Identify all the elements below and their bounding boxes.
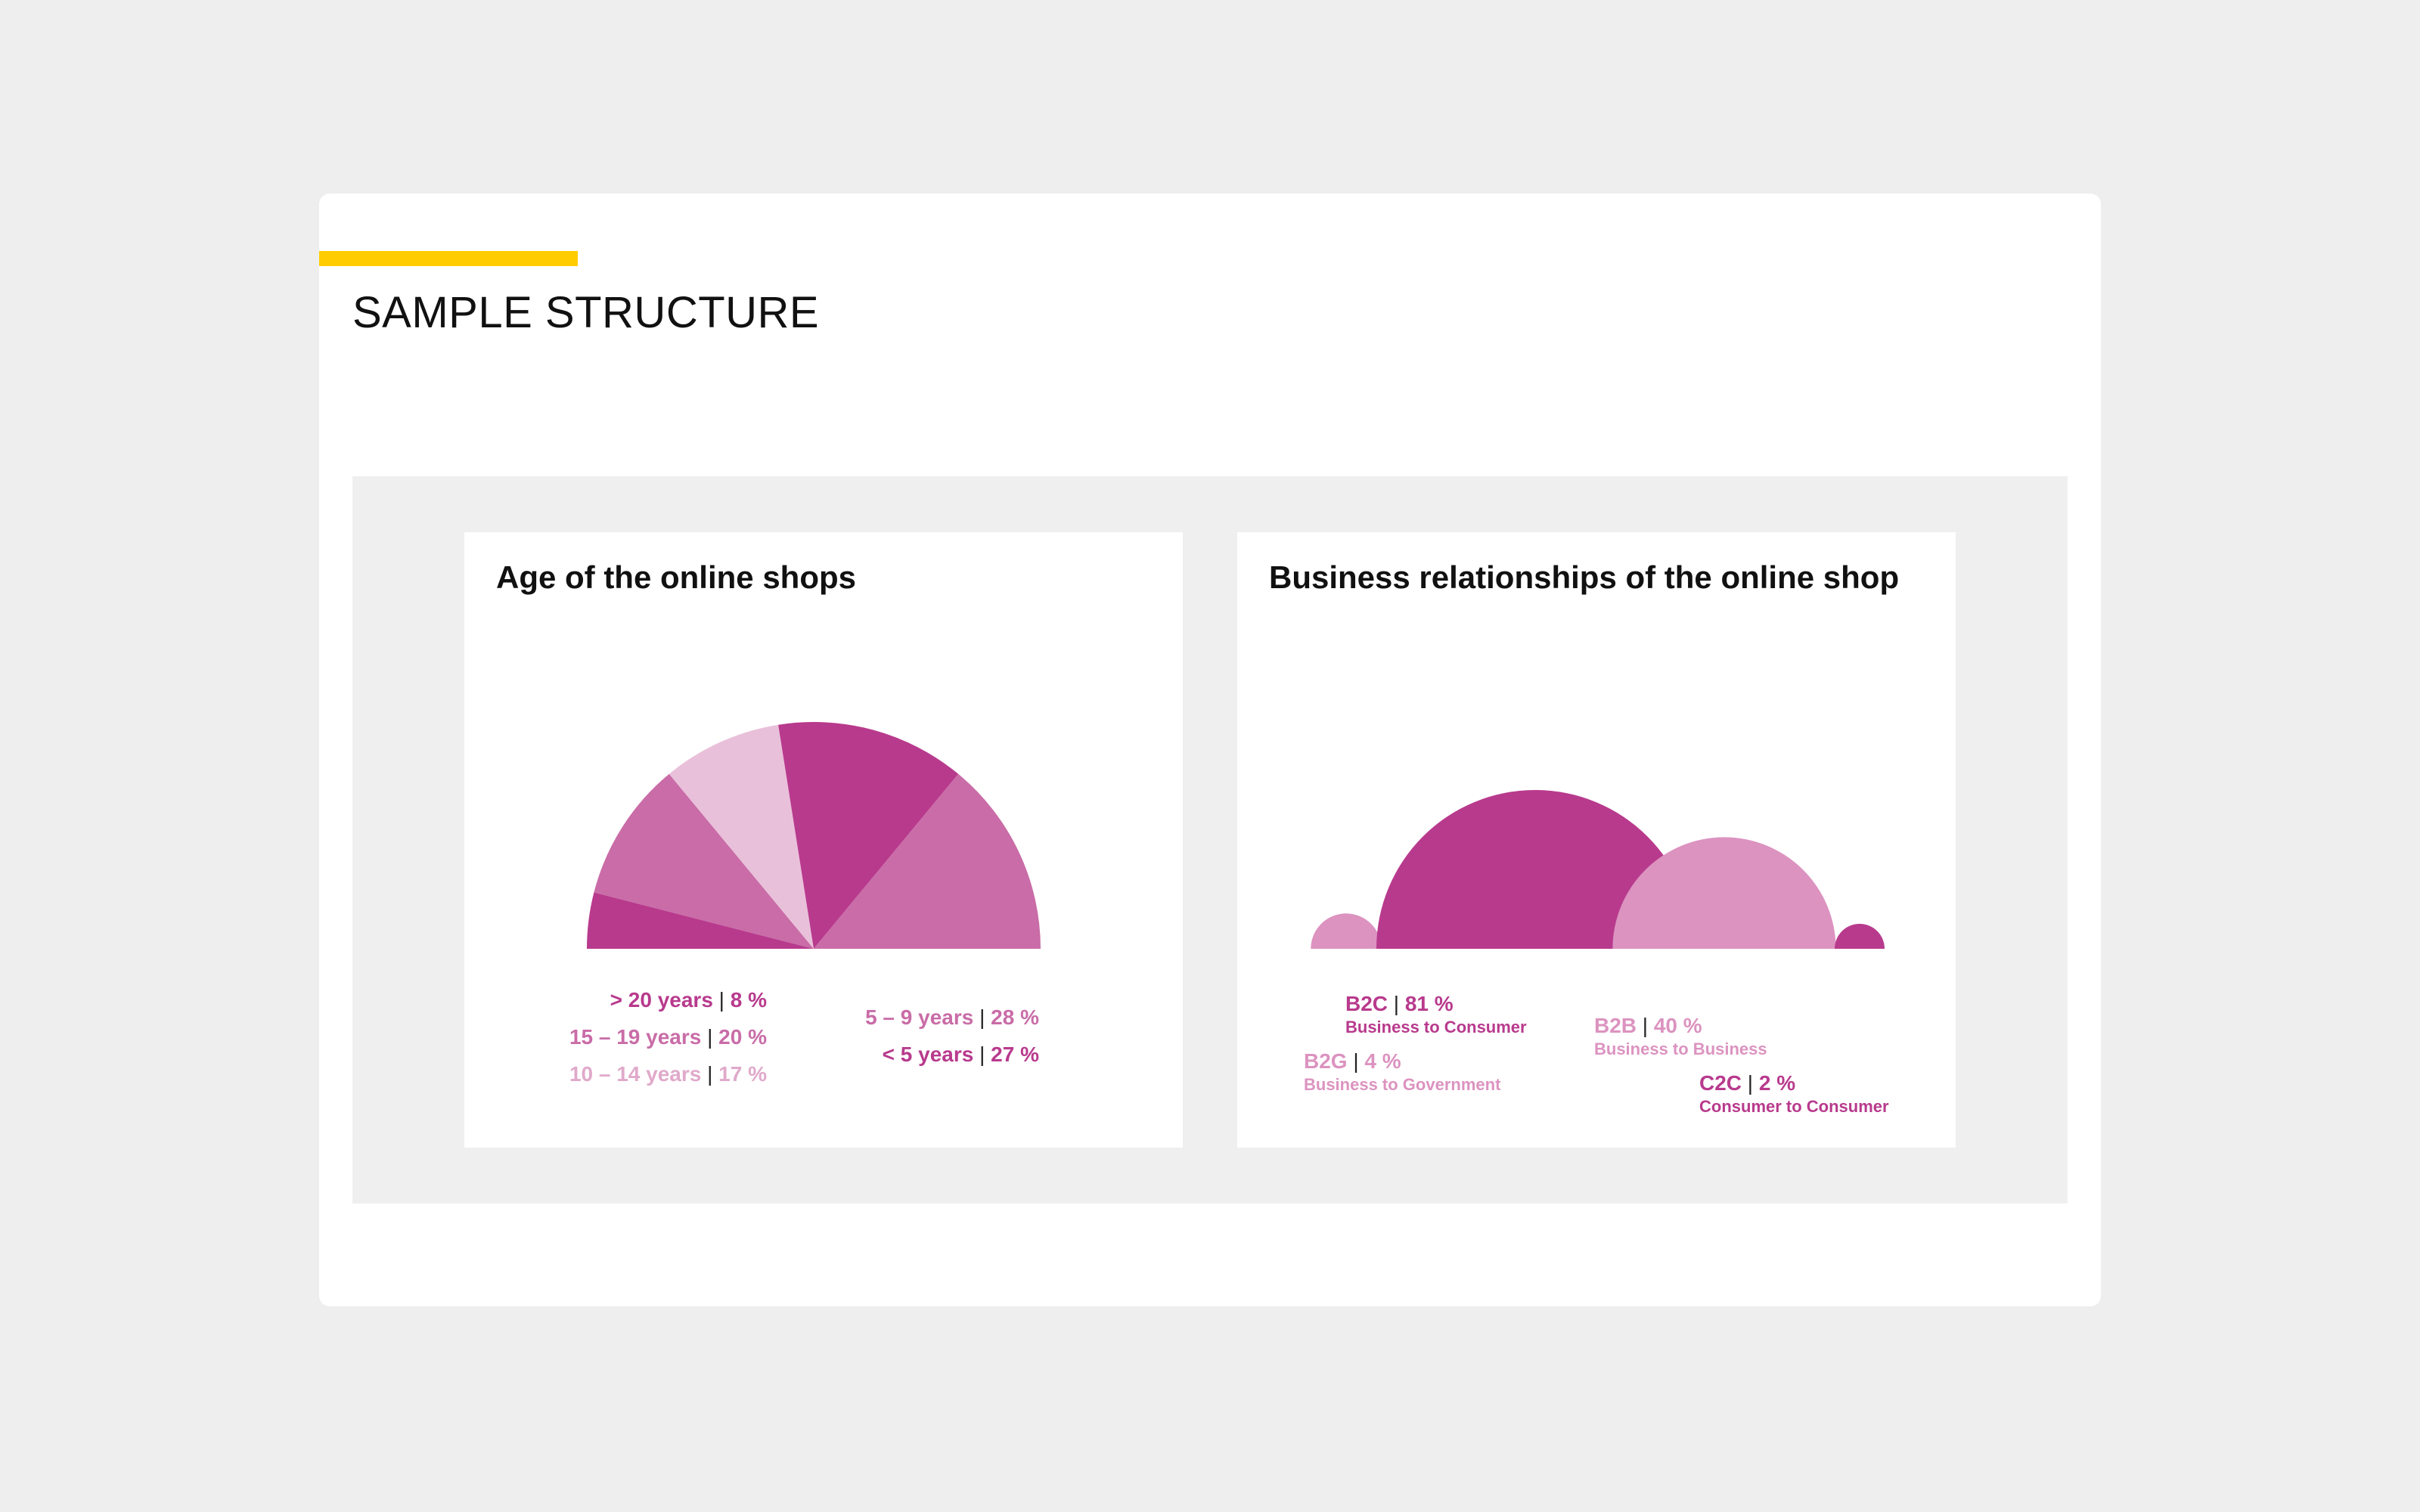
age-chart-card: Age of the online shops > 20 years | 8 %… xyxy=(464,532,1183,1148)
page-title: SAMPLE STRUCTURE xyxy=(352,288,820,337)
slide: SAMPLE STRUCTURE Age of the online shops… xyxy=(319,194,2101,1306)
chart-area: Age of the online shops > 20 years | 8 %… xyxy=(352,476,2068,1204)
pie-slice xyxy=(814,773,1041,949)
business-bubble-chart: B2G | 4 % Business to Government B2C | 81 … xyxy=(1304,790,1889,1116)
age-half-pie-chart: > 20 years | 8 % 15 – 19 years | 20 % 10 –… xyxy=(569,722,1041,1086)
bubble-label: B2C | 81 % xyxy=(1345,992,1454,1015)
pie-slice xyxy=(778,722,959,949)
business-chart-title: Business relationships of the online sho… xyxy=(1269,559,1900,595)
pie-legend-label: < 5 years | 27 % xyxy=(883,1043,1039,1066)
pie-legend-label: > 20 years | 8 % xyxy=(610,988,767,1012)
business-chart-card: Business relationships of the online sho… xyxy=(1237,532,1956,1148)
pie-legend-label: 15 – 19 years | 20 % xyxy=(569,1025,767,1049)
accent-bar xyxy=(319,251,578,266)
bubble-half-circle xyxy=(1376,790,1694,949)
bubble-description: Business to Consumer xyxy=(1345,1018,1527,1036)
bubble-half-circle xyxy=(1311,913,1382,949)
bubble-half-circle xyxy=(1835,924,1885,949)
bubble-half-circle xyxy=(1612,837,1836,949)
bubble-description: Business to Business xyxy=(1594,1040,1767,1058)
pie-slice xyxy=(669,724,814,949)
bubble-label: B2G | 4 % xyxy=(1304,1049,1401,1073)
bubble-description: Business to Government xyxy=(1304,1075,1501,1094)
bubble-description: Consumer to Consumer xyxy=(1699,1097,1889,1116)
bubble-label: C2C | 2 % xyxy=(1699,1071,1795,1095)
pie-legend-label: 5 – 9 years | 28 % xyxy=(865,1005,1039,1029)
bubble-label: B2B | 40 % xyxy=(1594,1014,1702,1037)
pie-slice xyxy=(587,892,814,949)
pie-slice xyxy=(594,773,814,949)
pie-legend-label: 10 – 14 years | 17 % xyxy=(569,1062,767,1086)
age-chart-title: Age of the online shops xyxy=(496,559,857,595)
